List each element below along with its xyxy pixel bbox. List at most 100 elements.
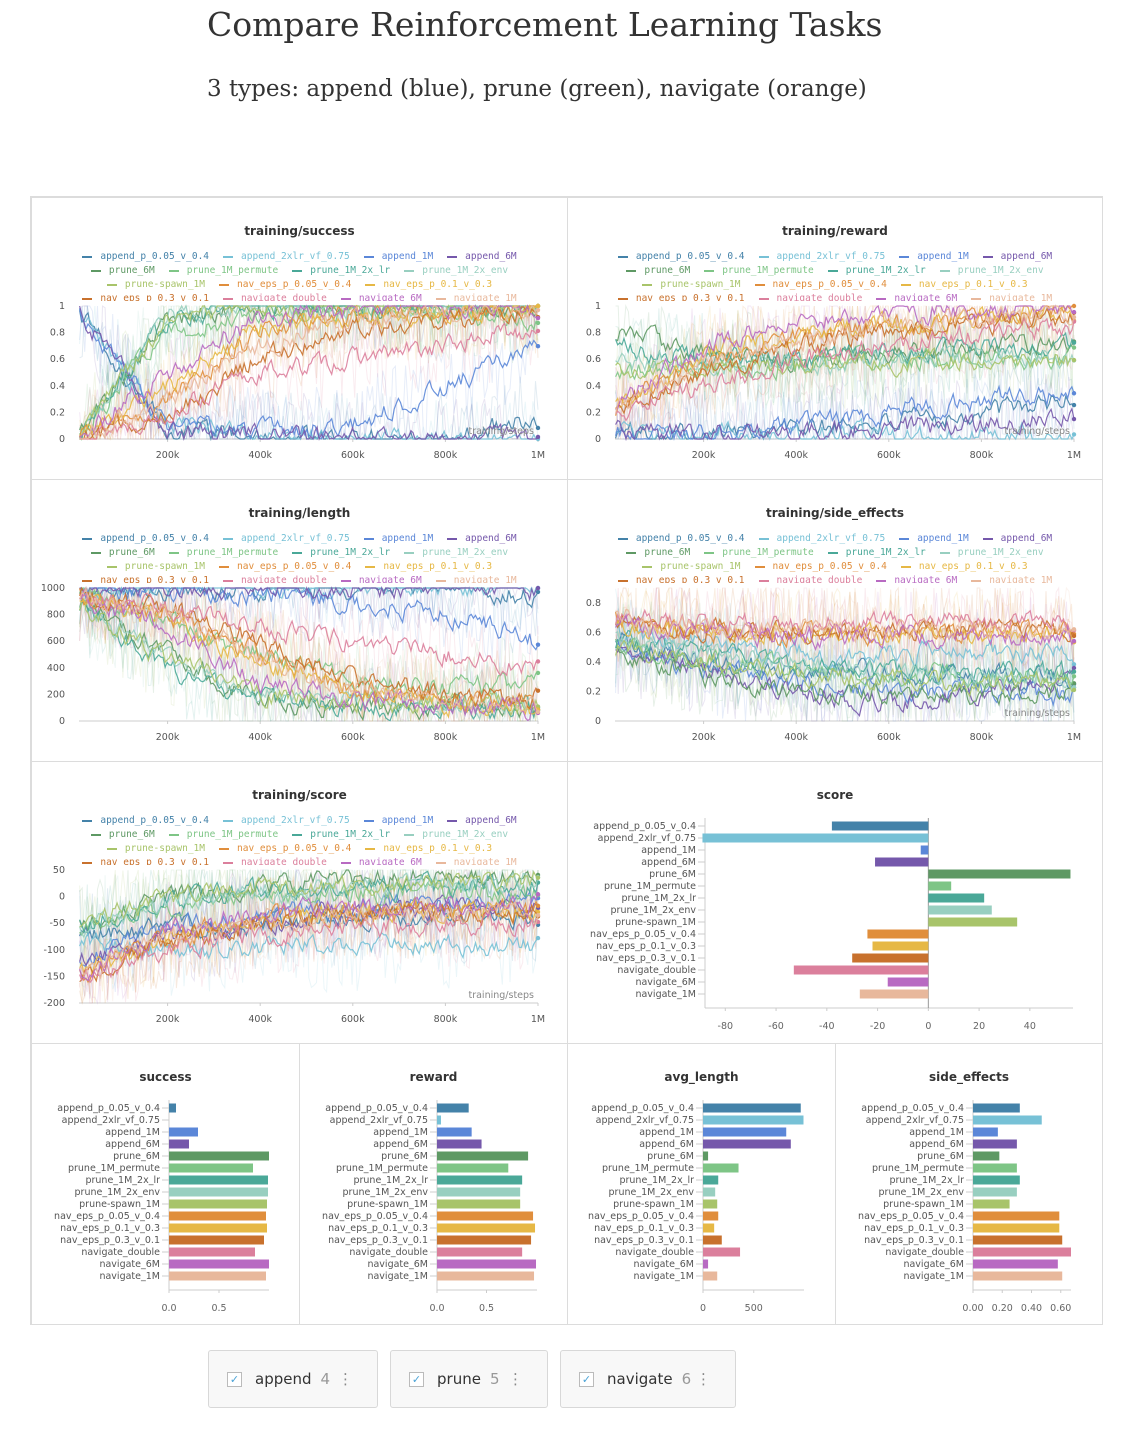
legend-item[interactable]: append_1M <box>363 532 433 546</box>
bar-prune-spawn_1M[interactable] <box>169 1199 267 1209</box>
series-line-prune_1M_2x_lr[interactable] <box>615 331 1075 369</box>
bar-prune_1M_2x_env[interactable] <box>437 1187 521 1197</box>
legend-item[interactable]: nav_eps_p_0.05_v_0.4 <box>219 560 351 574</box>
bar-nav_eps_p_0.3_v_0.1[interactable] <box>973 1235 1063 1245</box>
legend-item[interactable]: navigate_double <box>758 574 862 583</box>
panel-training-score[interactable]: training/score append_p_0.05_v_0.4 append_… <box>31 761 568 1044</box>
series-line-append_1M[interactable] <box>615 384 1075 441</box>
bar-prune_6M[interactable] <box>437 1151 529 1161</box>
series-line-append_6M[interactable] <box>79 585 539 602</box>
legend-item[interactable]: nav_eps_p_0.05_v_0.4 <box>219 842 351 856</box>
legend-item[interactable]: navigate_6M <box>340 856 422 865</box>
legend-item[interactable]: navigate_1M <box>971 574 1052 583</box>
series-line-prune_6M[interactable] <box>615 646 1075 707</box>
legend-item[interactable]: nav_eps_p_0.3_v_0.1 <box>82 292 209 301</box>
bar-nav_eps_p_0.1_v_0.3[interactable] <box>169 1223 267 1233</box>
legend-item[interactable]: nav_eps_p_0.3_v_0.1 <box>82 856 209 865</box>
series-line-navigate_6M[interactable] <box>79 586 539 722</box>
bar-navigate_6M[interactable] <box>887 977 929 987</box>
legend-item[interactable]: append_2xlr_vf_0.75 <box>223 814 350 828</box>
bar-prune_1M_2x_lr[interactable] <box>973 1175 1020 1185</box>
bar-navigate_6M[interactable] <box>703 1259 709 1269</box>
series-line-nav_eps_p_0.1_v_0.3[interactable] <box>79 895 539 975</box>
legend-item[interactable]: navigate_1M <box>435 292 517 301</box>
bar-nav_eps_p_0.3_v_0.1[interactable] <box>852 953 929 963</box>
series-line-prune-spawn_1M[interactable] <box>615 638 1075 698</box>
panel-training-reward[interactable]: training/reward append_p_0.05_v_0.4 append… <box>567 197 1103 480</box>
legend-item[interactable]: append_1M <box>363 814 433 828</box>
series-line-navigate_6M[interactable] <box>615 613 1075 652</box>
legend-item[interactable]: prune_6M <box>90 828 155 842</box>
group-prune[interactable]: ✓ prune 5 ⋮ <box>390 1350 548 1408</box>
bar-nav_eps_p_0.3_v_0.1[interactable] <box>169 1235 264 1245</box>
legend-item[interactable]: prune-spawn_1M <box>106 560 205 574</box>
bar-navigate_1M[interactable] <box>703 1271 718 1281</box>
bar-prune_1M_2x_env[interactable] <box>928 905 992 915</box>
bar-append_6M[interactable] <box>703 1139 791 1149</box>
bar-prune_1M_permute[interactable] <box>703 1163 739 1173</box>
series-line-nav_eps_p_0.1_v_0.3[interactable] <box>79 593 539 719</box>
bar-navigate_double[interactable] <box>973 1247 1071 1257</box>
legend-item[interactable]: navigate_6M <box>340 574 422 583</box>
legend-item[interactable]: prune-spawn_1M <box>106 842 205 856</box>
bar-prune_1M_2x_env[interactable] <box>703 1187 716 1197</box>
bar-nav_eps_p_0.05_v_0.4[interactable] <box>437 1211 534 1221</box>
series-line-navigate_double[interactable] <box>615 317 1075 422</box>
legend-item[interactable]: nav_eps_p_0.1_v_0.3 <box>365 842 492 856</box>
legend-item[interactable]: append_p_0.05_v_0.4 <box>617 532 745 546</box>
legend-item[interactable]: append_6M <box>447 250 517 264</box>
legend-item[interactable]: nav_eps_p_0.1_v_0.3 <box>365 560 492 574</box>
bar-navigate_1M[interactable] <box>859 989 929 999</box>
bar-append_p_0.05_v_0.4[interactable] <box>703 1103 801 1113</box>
series-line-navigate_double[interactable] <box>79 912 539 984</box>
bar-prune_1M_2x_env[interactable] <box>169 1187 268 1197</box>
legend-item[interactable]: navigate_double <box>223 574 327 583</box>
legend-item[interactable]: append_p_0.05_v_0.4 <box>82 532 209 546</box>
series-line-append_6M[interactable] <box>615 407 1075 442</box>
bar-chart[interactable]: 0.0 0.5 append_p_0.05_v_0.4append_2xlr_vf_… <box>300 1044 569 1326</box>
group-navigate[interactable]: ✓ navigate 6 ⋮ <box>560 1350 736 1408</box>
series-line-prune_1M_permute[interactable] <box>79 880 539 937</box>
bar-navigate_6M[interactable] <box>973 1259 1058 1269</box>
legend-item[interactable]: prune_1M_permute <box>168 546 278 560</box>
legend-item[interactable]: prune_6M <box>90 264 155 278</box>
legend-item[interactable]: append_2xlr_vf_0.75 <box>223 250 350 264</box>
bar-append_1M[interactable] <box>973 1127 998 1137</box>
legend-item[interactable]: prune_6M <box>626 264 690 278</box>
legend-item[interactable]: navigate_6M <box>876 292 957 301</box>
bar-append_p_0.05_v_0.4[interactable] <box>831 821 929 831</box>
series-line-append_2xlr_vf_0.75[interactable] <box>79 931 539 961</box>
bar-navigate_double[interactable] <box>793 965 929 975</box>
navigate-checkbox[interactable]: ✓ <box>579 1371 594 1387</box>
bar-append_2xlr_vf_0.75[interactable] <box>437 1115 441 1125</box>
legend-item[interactable]: append_6M <box>447 532 517 546</box>
series-line-nav_eps_p_0.3_v_0.1[interactable] <box>79 586 539 710</box>
bar-navigate_6M[interactable] <box>169 1259 269 1269</box>
series-line-nav_eps_p_0.05_v_0.4[interactable] <box>79 588 539 714</box>
bar-prune_6M[interactable] <box>973 1151 1000 1161</box>
series-line-prune-spawn_1M[interactable] <box>79 303 538 438</box>
bar-prune_1M_2x_lr[interactable] <box>169 1175 268 1185</box>
legend-item[interactable]: prune_6M <box>626 546 690 560</box>
panel-avg-length-bar[interactable]: avg_length 0 500 append_p_0.05_v_0.4 append_… <box>567 1043 836 1325</box>
series-line-prune_1M_2x_env[interactable] <box>615 630 1075 690</box>
bar-nav_eps_p_0.1_v_0.3[interactable] <box>973 1223 1060 1233</box>
bar-prune_6M[interactable] <box>703 1151 709 1161</box>
bar-prune-spawn_1M[interactable] <box>973 1199 1010 1209</box>
legend-item[interactable]: prune_1M_permute <box>704 264 814 278</box>
legend-item[interactable]: prune-spawn_1M <box>106 278 205 292</box>
bar-prune_1M_2x_lr[interactable] <box>703 1175 719 1185</box>
series-line-navigate_1M[interactable] <box>615 305 1075 414</box>
legend-item[interactable]: navigate_1M <box>435 574 517 583</box>
bar-nav_eps_p_0.1_v_0.3[interactable] <box>872 941 929 951</box>
bar-navigate_6M[interactable] <box>437 1259 537 1269</box>
bar-append_1M[interactable] <box>920 845 929 855</box>
legend-item[interactable]: prune-spawn_1M <box>642 560 741 574</box>
bar-prune_1M_permute[interactable] <box>973 1163 1017 1173</box>
series-line-navigate_double[interactable] <box>79 321 539 440</box>
bar-chart[interactable]: -80 -60 -40 -20 0 20 40 append_p_0.05_v_0.4appe… <box>568 762 1104 1045</box>
legend-item[interactable]: prune_1M_permute <box>168 264 278 278</box>
bar-navigate_1M[interactable] <box>973 1271 1063 1281</box>
